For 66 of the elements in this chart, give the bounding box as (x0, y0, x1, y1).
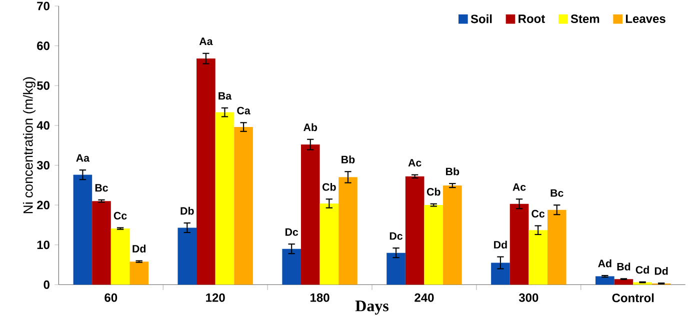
data-label: Ad (598, 259, 612, 268)
y-tick-label: 30 (36, 160, 50, 170)
data-label: Aa (199, 38, 213, 46)
bar (300, 144, 320, 285)
data-label: Ca (237, 106, 250, 114)
data-label: Bb (342, 156, 355, 164)
bar (443, 186, 462, 285)
x-axis-title: Days (355, 300, 388, 315)
data-label: Cc (114, 212, 127, 220)
data-label: Bd (617, 262, 630, 270)
data-label: Dc (285, 228, 298, 236)
data-label: Cc (532, 210, 545, 218)
y-tick-label: 70 (37, 2, 50, 10)
data-label: Ac (408, 159, 422, 167)
data-label: Bc (95, 184, 108, 192)
bar (528, 230, 548, 285)
bar (510, 204, 529, 285)
data-label: Cb (426, 188, 440, 196)
bar (196, 58, 216, 285)
y-tick-label: 60 (37, 42, 50, 50)
bar (110, 228, 130, 285)
bar (320, 203, 339, 285)
bar (491, 262, 510, 285)
bar (338, 177, 358, 285)
bar (614, 279, 634, 285)
data-label: Dc (390, 232, 403, 240)
data-label: Bc (550, 189, 564, 197)
data-label: Dd (132, 244, 146, 253)
bar (92, 201, 111, 285)
legend-label: Stem (570, 14, 600, 24)
data-label: Dd (494, 240, 507, 249)
data-label: Cb (322, 182, 336, 191)
bar (596, 276, 614, 285)
x-tick-label: 240 (414, 293, 434, 302)
data-label: Cd (636, 266, 649, 274)
bar (215, 112, 234, 285)
bar (424, 205, 444, 285)
data-label: Dd (654, 266, 668, 275)
bar (386, 252, 406, 285)
y-tick-label: 20 (37, 200, 50, 210)
data-label: Bb (446, 167, 460, 176)
legend-label: Root (518, 14, 546, 23)
x-tick-label: 180 (310, 293, 330, 302)
x-tick-label: Control (612, 293, 654, 302)
bar (73, 174, 92, 285)
data-label: Aa (76, 154, 90, 162)
x-tick-label: 300 (518, 293, 538, 302)
bar (282, 248, 301, 285)
legend-label: Leaves (626, 14, 666, 23)
y-tick-label: 50 (36, 81, 50, 90)
bar (178, 228, 197, 285)
data-label: Ab (304, 123, 318, 132)
bar (234, 127, 253, 285)
data-label: Ba (218, 92, 232, 100)
y-axis-title: Ni concentration (m/kg) (23, 77, 36, 214)
data-label: Ac (512, 183, 526, 191)
x-tick-label: 60 (104, 293, 118, 302)
y-tick-label: 10 (37, 240, 50, 250)
data-label: Db (180, 206, 194, 215)
x-tick-label: 120 (206, 293, 225, 302)
y-tick-label: 0 (44, 280, 50, 289)
legend-label: Soil (470, 14, 492, 24)
y-tick-label: 40 (36, 121, 50, 130)
bar (547, 210, 566, 285)
bar (130, 262, 148, 285)
bar (405, 176, 424, 285)
